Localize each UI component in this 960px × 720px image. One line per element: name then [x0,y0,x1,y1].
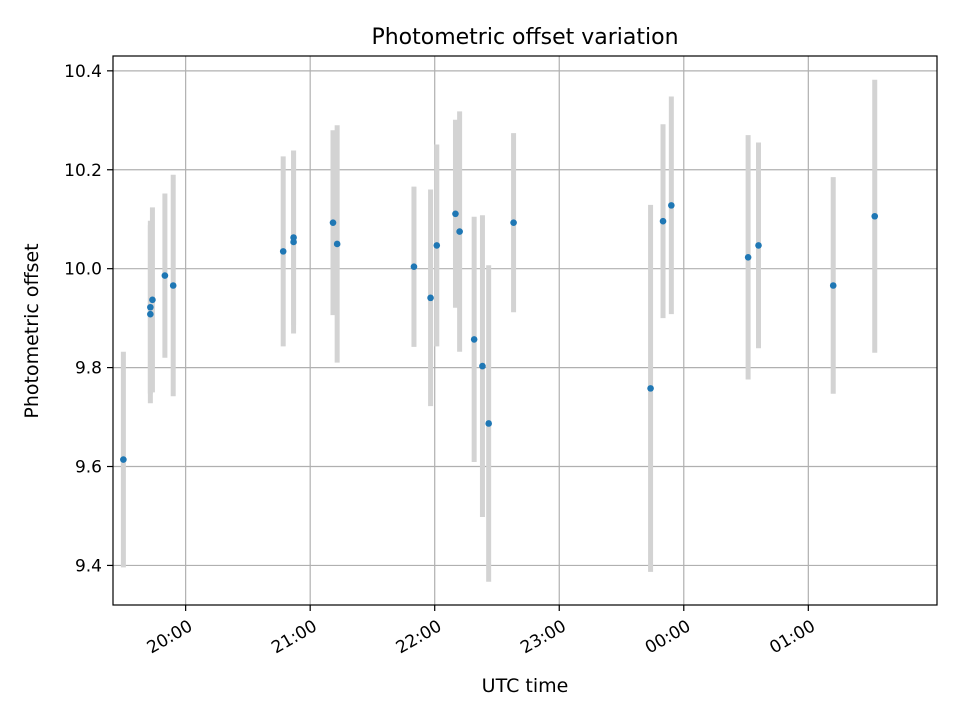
y-tick-label: 9.4 [75,556,102,576]
data-point [120,456,127,463]
data-point [659,217,667,225]
y-tick-label: 9.8 [75,359,102,379]
data-point [647,385,654,392]
y-tick-label: 10.4 [64,62,102,82]
data-point [510,219,517,226]
data-point [433,242,441,249]
data-points [120,202,879,463]
y-axis-label: Photometric offset [21,243,43,418]
data-point [147,310,154,318]
data-point [329,219,337,226]
data-point [871,212,879,220]
data-point [470,336,478,343]
data-point [456,228,463,235]
data-point [410,263,418,270]
y-tick-label: 9.6 [75,458,102,478]
data-point [829,282,837,289]
y-tick-label: 10.2 [64,161,102,181]
data-point [744,253,752,261]
data-point [485,420,492,427]
data-point [279,248,287,255]
chart-title: Photometric offset variation [371,25,678,50]
data-point [149,296,156,304]
data-point [161,272,169,279]
y-tick-label: 10.0 [64,260,102,280]
plot-frame [112,55,938,606]
data-point [290,234,297,241]
data-point [452,210,459,218]
data-point [479,362,486,370]
data-point [755,242,762,249]
data-point [427,294,434,302]
data-point [333,240,341,248]
y-axis: 9.4 9.6 9.8 10.0 10.2 10.4 [64,62,113,576]
data-point [169,282,177,289]
x-axis-label: UTC time [482,675,569,697]
data-point [668,202,675,209]
data-point [147,303,154,311]
